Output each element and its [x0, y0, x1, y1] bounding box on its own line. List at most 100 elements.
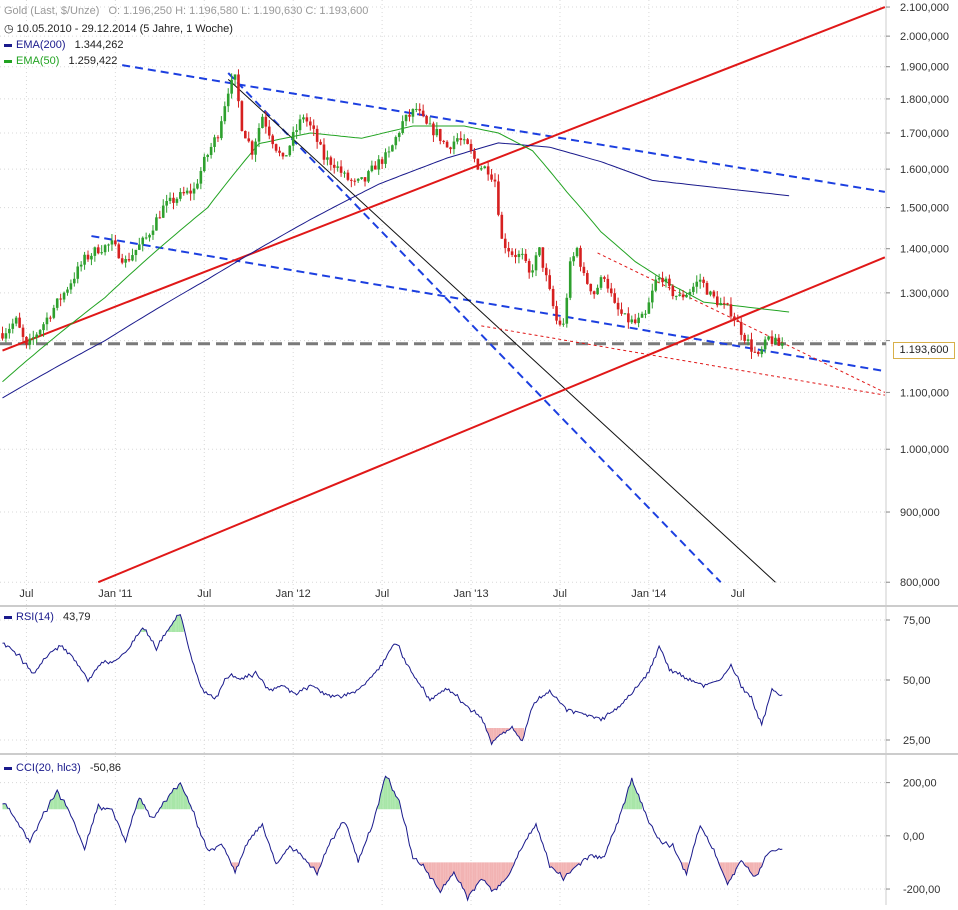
candle-body — [620, 309, 623, 313]
candle-body — [104, 245, 107, 252]
candle-body — [453, 142, 456, 150]
candle-body — [107, 245, 110, 246]
candle-body — [702, 280, 705, 283]
cci-fill-area — [439, 862, 441, 892]
candle-body — [350, 180, 353, 181]
candle-body — [504, 239, 507, 248]
candle-body — [124, 259, 127, 263]
candle-body — [733, 316, 736, 320]
candle-body — [261, 117, 264, 128]
y-tick-label: 2.000,000 — [900, 31, 949, 43]
candle-body — [542, 247, 545, 267]
candle-body — [627, 313, 630, 322]
candle-body — [39, 330, 42, 334]
candle-body — [224, 106, 227, 121]
candle-body — [193, 189, 196, 194]
candle-body — [182, 192, 185, 193]
candle-body — [254, 142, 257, 155]
candle-body — [217, 137, 220, 138]
cci-fill-area — [386, 776, 388, 809]
candle-body — [340, 166, 343, 172]
last-price-value: 1.193,600 — [900, 344, 949, 356]
candle-body — [292, 132, 295, 146]
candle-body — [562, 324, 565, 325]
candle-body — [299, 119, 302, 130]
candle-body — [73, 279, 76, 284]
candle-body — [422, 111, 425, 116]
candle-body — [343, 173, 346, 174]
candle-body — [70, 283, 73, 289]
candle-body — [395, 137, 398, 145]
candle-body — [613, 293, 616, 303]
x-tick-label: Jul — [19, 588, 33, 600]
candle-body — [740, 322, 743, 335]
candle-body — [559, 321, 562, 325]
candle-body — [42, 324, 45, 330]
y-tick-label: 800,000 — [900, 577, 940, 589]
candle-body — [459, 138, 462, 140]
candle-body — [757, 352, 760, 354]
cci-fill-area — [61, 799, 63, 809]
candle-body — [483, 166, 486, 168]
candle-body — [59, 299, 62, 300]
candle-body — [774, 338, 777, 344]
candle-body — [545, 268, 548, 275]
candle-body — [470, 144, 473, 151]
candle-body — [381, 159, 384, 164]
cci-fill-area — [498, 862, 500, 885]
candle-body — [723, 303, 726, 304]
candle-body — [398, 133, 401, 137]
candle-body — [196, 184, 199, 189]
candle-body — [466, 139, 469, 144]
candle-body — [131, 255, 134, 260]
candle-body — [750, 339, 753, 351]
cci-fill-area — [444, 862, 446, 884]
candle-body — [552, 289, 555, 306]
candle-body — [80, 265, 83, 267]
cci-fill-area — [437, 862, 439, 889]
y-tick-label: 1.900,000 — [900, 62, 949, 74]
candle-body — [692, 287, 695, 292]
ema200-line — [3, 143, 790, 398]
candle-body — [49, 318, 52, 319]
cci-fill-area — [469, 862, 471, 894]
candle-body — [76, 266, 79, 278]
y-tick-label: 25,00 — [903, 735, 931, 747]
cci-fill-area — [504, 862, 506, 881]
candle-body — [388, 151, 391, 152]
candle-body — [32, 337, 35, 338]
candle-body — [764, 340, 767, 350]
candle-body — [477, 159, 480, 170]
candle-body — [415, 109, 418, 110]
candle-body — [90, 256, 93, 260]
candle-body — [148, 235, 151, 238]
candle-body — [159, 217, 162, 218]
candle-body — [247, 138, 250, 141]
candle-body — [206, 155, 209, 157]
candle-body — [258, 128, 261, 142]
candle-body — [439, 129, 442, 141]
candle-body — [336, 166, 339, 167]
cci-fill-area — [481, 862, 483, 880]
candle-body — [100, 252, 103, 253]
candle-body — [685, 295, 688, 297]
cci-fill-area — [179, 783, 181, 809]
cci-fill-area — [312, 862, 314, 867]
candle-body — [586, 273, 589, 284]
candle-body — [319, 142, 322, 145]
candle-body — [521, 254, 524, 255]
trendline-mid-resistance — [91, 236, 884, 371]
cci-fill-area — [505, 862, 507, 879]
candle-body — [282, 153, 285, 157]
cci-fill-area — [310, 862, 312, 867]
candle-body — [480, 168, 483, 169]
candle-body — [186, 191, 189, 194]
clock-icon: ◷ — [4, 23, 14, 35]
candle-body — [689, 292, 692, 295]
cci-label: CCI(20, hlc3) — [16, 762, 81, 774]
candle-body — [316, 129, 319, 142]
cci-fill-area — [493, 862, 495, 890]
candle-body — [576, 248, 579, 256]
date-range: 10.05.2010 - 29.12.2014 (5 Jahre, 1 Woch… — [17, 23, 233, 35]
candle-body — [227, 94, 230, 107]
